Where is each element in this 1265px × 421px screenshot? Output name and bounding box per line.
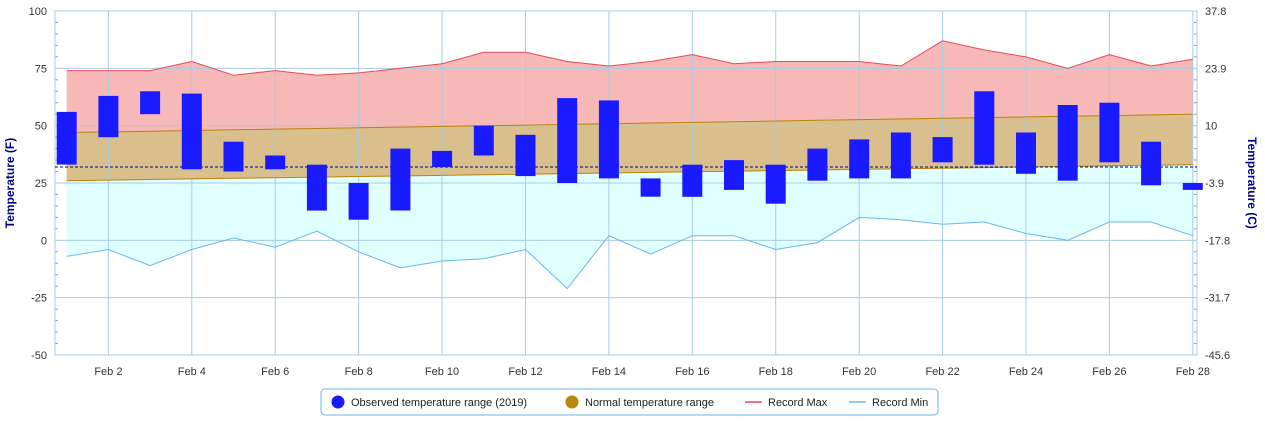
observed-bar: [557, 98, 578, 183]
legend-record-max-label: Record Max: [768, 397, 828, 409]
legend-normal-label: Normal temperature range: [585, 397, 714, 409]
observed-bar: [223, 141, 244, 172]
y-axis-left-title: Temperature (F): [3, 138, 17, 228]
observed-bar: [1099, 102, 1120, 163]
x-tick-label: Feb 24: [1009, 366, 1043, 378]
x-tick-label: Feb 2: [94, 366, 122, 378]
record-max-band: [66, 40, 1193, 133]
legend-item-observed[interactable]: Observed temperature range (2019): [331, 395, 528, 410]
record-min-line: [66, 216, 1193, 290]
observed-bar: [432, 150, 453, 167]
record-max-line: [66, 40, 1193, 76]
y-left-tick-label: -50: [31, 350, 47, 362]
legend-normal-dot: [565, 395, 579, 409]
observed-bar: [1182, 183, 1203, 190]
normal-high-line: [66, 113, 1193, 133]
y-right-tick-label: 23.9: [1205, 63, 1226, 75]
y-right-tick-label: -17.8: [1205, 235, 1230, 247]
observed-bar: [807, 148, 828, 181]
observed-bar: [306, 164, 327, 211]
observed-bar: [1057, 105, 1078, 181]
legend-box: [320, 388, 939, 416]
x-tick-label: Feb 28: [1176, 366, 1210, 378]
y-right-tick-label: -45.6: [1205, 350, 1230, 362]
y-left-tick-label: -25: [31, 293, 47, 305]
observed-bar: [390, 148, 411, 211]
legend: Observed temperature range (2019) Normal…: [320, 388, 939, 416]
plot-area: -50 -25 0 25 50 75 100 -45.6 -31.7 -17.8 -3.9 10 23.…: [29, 6, 1230, 378]
observed-bar: [598, 100, 619, 179]
observed-bar: [974, 91, 995, 165]
y-right-tick-label: 37.8: [1205, 6, 1226, 18]
y-left-tick-label: 25: [35, 178, 47, 190]
legend-item-normal[interactable]: Normal temperature range: [565, 395, 715, 410]
observed-bar: [849, 139, 870, 179]
x-tick-label: Feb 18: [759, 366, 793, 378]
observed-bar: [640, 178, 661, 197]
y-left-tick-label: 75: [35, 63, 47, 75]
legend-observed-label: Observed temperature range (2019): [351, 397, 527, 409]
x-tick-label: Feb 10: [425, 366, 459, 378]
x-tick-label: Feb 6: [261, 366, 289, 378]
observed-bar: [1141, 141, 1162, 186]
observed-bar: [98, 95, 119, 138]
observed-bar: [56, 111, 77, 165]
observed-bar: [348, 183, 369, 220]
observed-bar: [181, 93, 202, 170]
x-tick-label: Feb 14: [592, 366, 626, 378]
y-left-tick-label: 0: [41, 235, 47, 247]
observed-bar: [140, 91, 161, 115]
x-tick-label: Feb 20: [842, 366, 876, 378]
x-tick-label: Feb 12: [508, 366, 542, 378]
x-tick-label: Feb 4: [178, 366, 206, 378]
legend-record-min-label: Record Min: [872, 397, 928, 409]
observed-bar: [473, 125, 494, 156]
observed-bar: [765, 164, 786, 204]
normal-band: [66, 114, 1193, 181]
x-tick-label: Feb 26: [1092, 366, 1126, 378]
observed-bar: [265, 155, 286, 170]
x-tick-label: Feb 8: [345, 366, 373, 378]
y-left-tick-label: 100: [29, 6, 47, 18]
observed-bar: [890, 132, 911, 179]
observed-bar: [932, 137, 953, 163]
record-min-band: [66, 164, 1193, 289]
observed-bar: [682, 164, 703, 197]
y-left-tick-label: 50: [35, 121, 47, 133]
legend-observed-dot: [331, 395, 345, 409]
legend-item-record-min[interactable]: Record Min: [849, 397, 928, 409]
observed-bar: [724, 160, 744, 190]
y-axis-right-title: Temperature (C): [1245, 137, 1259, 229]
observed-bar: [515, 134, 536, 177]
y-right-tick-label: 10: [1205, 121, 1217, 133]
y-right-tick-label: -31.7: [1205, 293, 1230, 305]
legend-item-record-max[interactable]: Record Max: [745, 397, 828, 409]
x-tick-label: Feb 16: [675, 366, 709, 378]
y-right-tick-label: -3.9: [1205, 178, 1224, 190]
x-tick-label: Feb 22: [925, 366, 959, 378]
observed-bar: [1016, 132, 1036, 174]
